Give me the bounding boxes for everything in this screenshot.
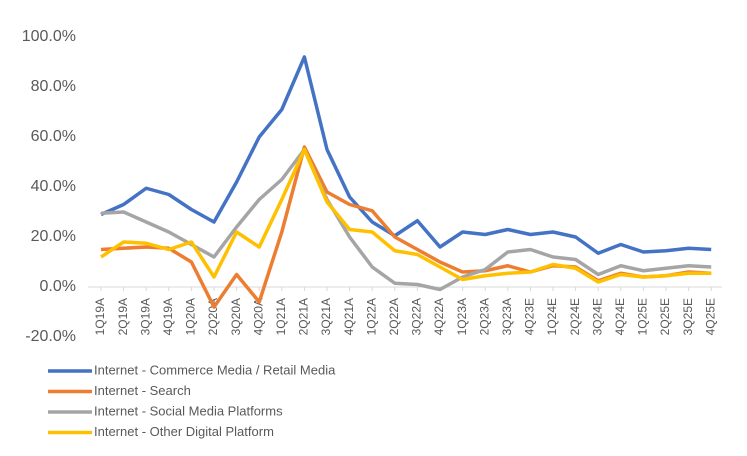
x-tick-label: 2Q20A [206, 298, 220, 335]
x-tick-label: 2Q23A [477, 298, 491, 335]
x-tick-label: 3Q22A [410, 298, 424, 335]
legend-label: Internet - Commerce Media / Retail Media [94, 362, 336, 377]
series-line [100, 55, 712, 255]
legend-label: Internet - Social Media Platforms [94, 403, 283, 418]
series-line [100, 147, 712, 284]
x-tick-label: 2Q21A [297, 298, 311, 335]
x-tick-label: 3Q21A [319, 298, 333, 335]
x-tick-label: 1Q23A [455, 298, 469, 335]
x-tick-label: 3Q20A [229, 298, 243, 335]
x-tick-label: 4Q19A [161, 298, 175, 335]
x-tick-label: 4Q21A [342, 298, 356, 335]
series-line [100, 147, 712, 292]
x-tick-label: 4Q24E [613, 298, 627, 335]
x-tick-label: 4Q20A [251, 298, 265, 335]
x-tick-label: 3Q24E [590, 298, 604, 335]
legend-label: Internet - Search [94, 383, 191, 398]
x-tick-label: 4Q22A [432, 298, 446, 335]
y-tick-label: 100.0% [22, 28, 76, 45]
x-tick-label: 2Q25E [658, 298, 672, 335]
x-tick-label: 1Q21A [274, 298, 288, 335]
y-tick-label: -20.0% [25, 328, 76, 345]
x-tick-label: 1Q19A [93, 298, 107, 335]
y-tick-label: 60.0% [31, 128, 76, 145]
x-tick-label: 2Q19A [116, 298, 130, 335]
x-tick-label: 1Q20A [184, 298, 198, 335]
x-tick-label: 1Q22A [364, 298, 378, 335]
legend-label: Internet - Other Digital Platform [94, 424, 274, 439]
y-tick-label: 20.0% [31, 228, 76, 245]
x-tick-label: 3Q25E [681, 298, 695, 335]
y-tick-label: 40.0% [31, 178, 76, 195]
x-tick-label: 1Q25E [636, 298, 650, 335]
x-tick-label: 4Q25E [703, 298, 717, 335]
x-tick-label: 4Q23E [523, 298, 537, 335]
x-tick-label: 2Q24E [568, 298, 582, 335]
y-tick-label: 0.0% [40, 278, 76, 295]
x-tick-label: 3Q23A [500, 298, 514, 335]
x-tick-label: 3Q19A [138, 298, 152, 335]
x-tick-label: 1Q24E [545, 298, 559, 335]
x-tick-label: 2Q22A [387, 298, 401, 335]
y-tick-label: 80.0% [31, 78, 76, 95]
